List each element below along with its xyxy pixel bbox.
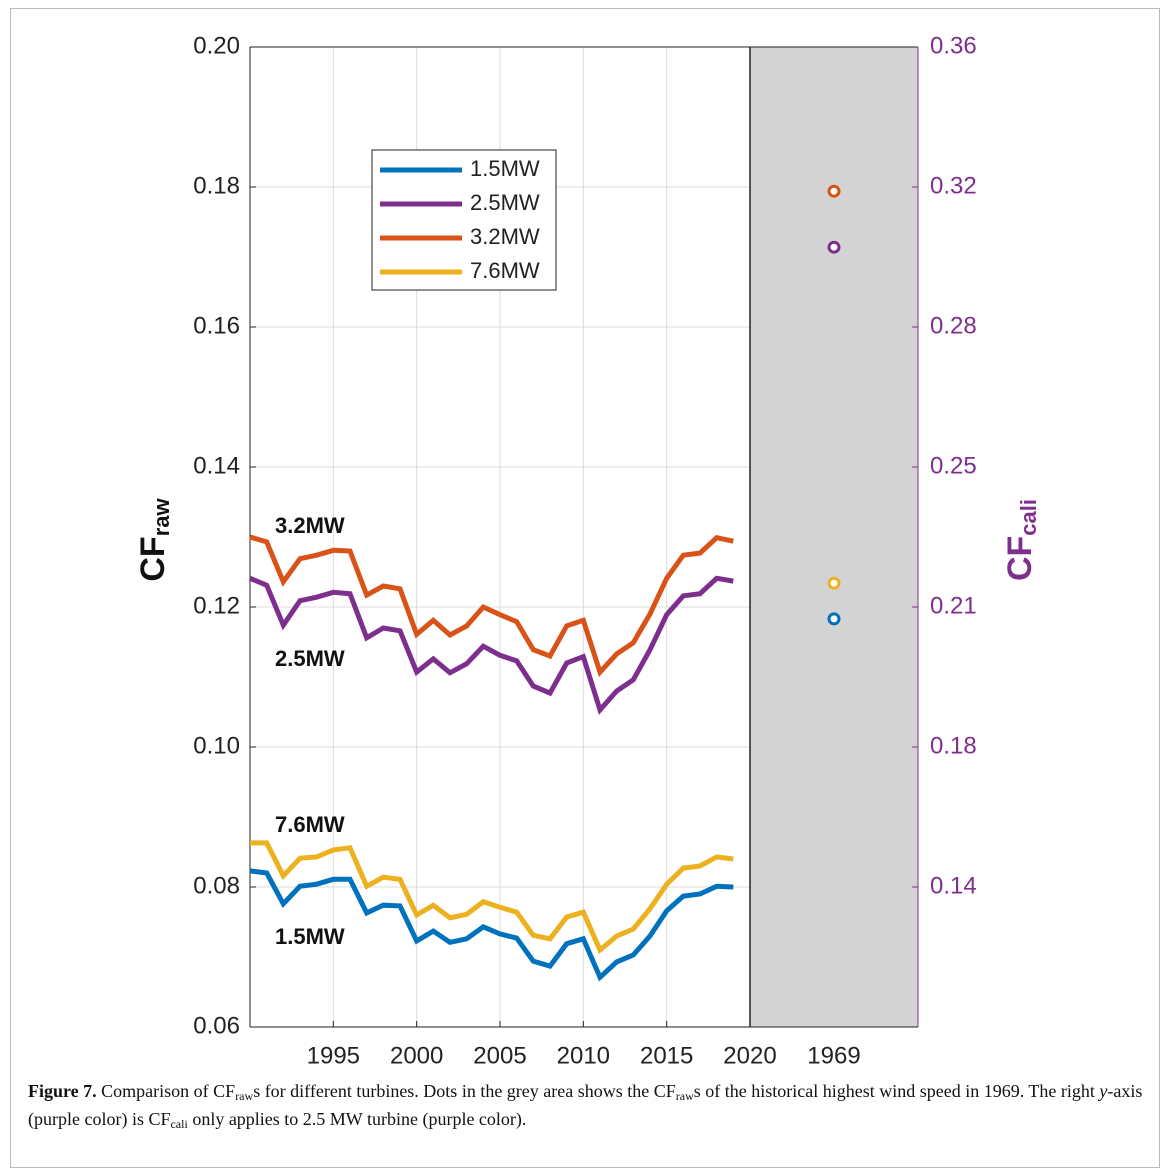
chart: 0.06 0.08 0.10 0.12 0.14 0.16 0.18 0.20 1995 2000…	[134, 32, 1041, 1069]
y-tick-label: 0.14	[193, 452, 240, 479]
x-tick-label: 2005	[473, 1042, 526, 1069]
series-annotation: 1.5MW	[275, 924, 345, 949]
highlight-panel	[750, 47, 918, 1027]
caption-text: Comparison of CF	[96, 1081, 236, 1101]
y-tick-label: 0.08	[193, 872, 240, 899]
legend: 1.5MW 2.5MW 3.2MW 7.6MW	[371, 149, 557, 291]
caption-text: -axis (purple color) is CF	[28, 1081, 1143, 1129]
caption-text: s for different turbines. Dots in the gr…	[253, 1081, 676, 1101]
y2-axis-label-sub: cali	[1016, 499, 1041, 536]
y-tick-label: 0.16	[193, 312, 240, 339]
y-tick-label: 0.18	[193, 172, 240, 199]
caption-text: s of the historical highest wind speed i…	[693, 1081, 1100, 1101]
series-annotation: 2.5MW	[275, 646, 345, 671]
highlight-dot	[827, 184, 841, 198]
y2-tick-label: 0.14	[930, 872, 977, 899]
legend-box	[371, 149, 557, 291]
caption-subscript: raw	[675, 1089, 694, 1103]
legend-label: 7.6MW	[470, 258, 540, 283]
series-annotation: 7.6MW	[275, 812, 345, 837]
legend-label: 1.5MW	[470, 156, 540, 181]
series-line	[250, 840, 734, 955]
y2-axis-label-main: CF	[1001, 536, 1039, 581]
y-axis-label-main: CF	[134, 536, 172, 581]
y2-tick-label: 0.25	[930, 452, 977, 479]
highlight-dot	[827, 576, 841, 590]
y-tick-label: 0.06	[193, 1012, 240, 1039]
y2-tick-label: 0.28	[930, 312, 977, 339]
x-tick-label: 2010	[557, 1042, 610, 1069]
caption: Figure 7. Comparison of CFraws for diffe…	[28, 1080, 1143, 1136]
caption-subscript: cali	[170, 1117, 188, 1131]
y-axis-label: CFraw	[134, 498, 174, 582]
series-line	[249, 868, 734, 982]
y-axis-label-sub: raw	[149, 498, 174, 537]
y2-tick-label: 0.36	[930, 32, 977, 59]
x-tick-label: 2015	[640, 1042, 693, 1069]
y2-tick-label: 0.21	[930, 592, 977, 619]
legend-label: 2.5MW	[470, 190, 540, 215]
y2-axis-label: CFcali	[1001, 499, 1041, 581]
y-tick-label: 0.12	[193, 592, 240, 619]
legend-label: 3.2MW	[470, 224, 540, 249]
series-line	[249, 575, 734, 715]
y2-tick-label: 0.18	[930, 732, 977, 759]
x-tick-label: 1995	[307, 1042, 360, 1069]
caption-text: y	[1099, 1081, 1108, 1101]
series-annotation: 3.2MW	[275, 513, 345, 538]
y2-tick-label: 0.32	[930, 172, 977, 199]
series-line	[249, 534, 734, 677]
x-tick-label: 2020	[723, 1042, 776, 1069]
highlight-dot	[827, 240, 841, 254]
x-tick-label: 2000	[390, 1042, 443, 1069]
y-tick-label: 0.10	[193, 732, 240, 759]
caption-text: only applies to 2.5 MW turbine (purple c…	[187, 1109, 527, 1129]
caption-subscript: raw	[235, 1089, 254, 1103]
x-tick-label: 1969	[807, 1042, 860, 1069]
highlight-dot	[827, 612, 841, 626]
caption-label: Figure 7.	[28, 1081, 97, 1101]
y-tick-label: 0.20	[193, 32, 240, 59]
